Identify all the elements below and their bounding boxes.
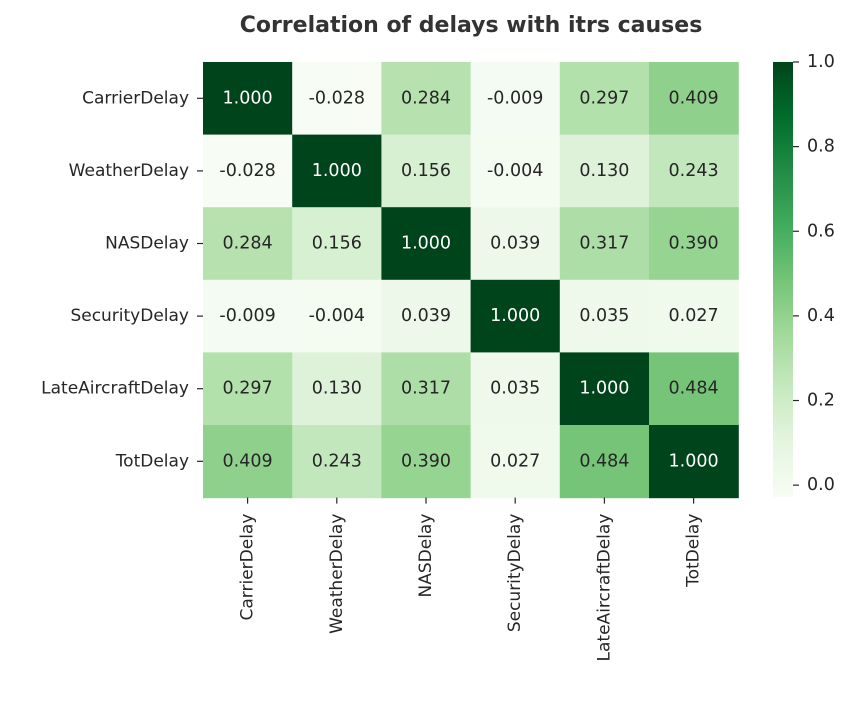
cell-value-label-r1-c0: -0.028 (219, 161, 275, 181)
cell-value-label-r5-c4: 0.484 (579, 451, 629, 471)
heatmap-cell-r4-c3 (470, 352, 561, 426)
heatmap-cell-r1-c2 (381, 134, 472, 208)
y-tick-label-3: SecurityDelay (70, 306, 189, 326)
colorbar: 0.0 0.2 0.4 0.6 0.8 1.0 (773, 52, 835, 497)
heatmap-cell-r0-c1 (292, 62, 382, 136)
cell-value-label-r1-c4: 0.130 (579, 161, 629, 181)
heatmap-cell-r2-c5 (649, 207, 739, 281)
heatmap-cell-r1-c0 (203, 134, 293, 208)
cell-value-label-r2-c1: 0.156 (312, 234, 362, 254)
x-tick-label-2: NASDelay (416, 514, 436, 598)
y-tick-label-1: WeatherDelay (69, 161, 189, 181)
cell-value-label-r0-c5: 0.409 (669, 88, 719, 108)
heatmap-cell-r5-c1 (292, 425, 382, 499)
heatmap-cell-labels: 1.000 -0.028 0.284 -0.009 0.297 0.409 -0.028 1.… (219, 88, 718, 471)
cell-value-label-r1-c5: 0.243 (669, 161, 719, 181)
cell-value-label-r0-c0: 1.000 (223, 88, 273, 108)
cell-value-label-r5-c3: 0.027 (490, 451, 540, 471)
cell-value-label-r5-c5: 1.000 (669, 451, 719, 471)
y-tick-label-0: CarrierDelay (82, 88, 189, 108)
x-tick-label-3: SecurityDelay (505, 514, 525, 633)
heatmap-cell-r4-c0 (203, 352, 293, 426)
heatmap-cell-r0-c4 (559, 62, 650, 136)
heatmap-cell-r0-c5 (649, 62, 739, 136)
cell-value-label-r1-c3: -0.004 (487, 161, 543, 181)
heatmap-cell-r4-c2 (381, 352, 472, 426)
heatmap-cell-r3-c4 (559, 279, 650, 353)
cell-value-label-r0-c3: -0.009 (487, 88, 543, 108)
heatmap-cell-r2-c3 (470, 207, 561, 281)
heatmap-cell-r0-c2 (381, 62, 472, 136)
heatmap-cell-r3-c3 (470, 279, 561, 353)
heatmap-cell-r3-c1 (292, 279, 382, 353)
heatmap-cell-r1-c3 (470, 134, 561, 208)
y-tick-label-5: TotDelay (115, 451, 189, 471)
heatmap-cell-r4-c5 (649, 352, 739, 426)
heatmap-cell-r3-c5 (649, 279, 739, 353)
heatmap-cell-r5-c3 (470, 425, 561, 499)
cell-value-label-r4-c5: 0.484 (669, 379, 719, 399)
cell-value-label-r1-c1: 1.000 (312, 161, 362, 181)
cell-value-label-r3-c1: -0.004 (309, 306, 365, 326)
colorbar-tick-label-1: 0.2 (807, 391, 835, 411)
x-axis: CarrierDelay WeatherDelay NASDelay Security… (238, 497, 704, 662)
cell-value-label-r5-c2: 0.390 (401, 451, 451, 471)
heatmap-cell-r1-c1 (292, 134, 382, 208)
heatmap-cell-r1-c4 (559, 134, 650, 208)
heatmap-cell-r2-c1 (292, 207, 382, 281)
cell-value-label-r0-c4: 0.297 (579, 88, 629, 108)
x-tick-label-5: TotDelay (684, 514, 704, 588)
heatmap-cell-r0-c3 (470, 62, 561, 136)
heatmap-cell-r2-c4 (559, 207, 650, 281)
cell-value-label-r4-c2: 0.317 (401, 379, 451, 399)
cell-value-label-r0-c1: -0.028 (309, 88, 365, 108)
y-axis: CarrierDelay WeatherDelay NASDelay Security… (41, 88, 203, 471)
heatmap-cell-r2-c0 (203, 207, 293, 281)
cell-value-label-r2-c4: 0.317 (579, 234, 629, 254)
x-tick-label-0: CarrierDelay (238, 514, 258, 621)
heatmap-cell-r1-c5 (649, 134, 739, 208)
heatmap-cell-r2-c2 (381, 207, 472, 281)
x-tick-label-4: LateAircraftDelay (594, 514, 614, 662)
heatmap-cell-r5-c4 (559, 425, 650, 499)
cell-value-label-r4-c1: 0.130 (312, 379, 362, 399)
cell-value-label-r2-c2: 1.000 (401, 234, 451, 254)
colorbar-tick-label-3: 0.6 (807, 221, 835, 241)
x-tick-label-1: WeatherDelay (327, 514, 347, 634)
heatmap-cell-r4-c4 (559, 352, 650, 426)
cell-value-label-r2-c5: 0.390 (669, 234, 719, 254)
heatmap-cell-r5-c0 (203, 425, 293, 499)
cell-value-label-r3-c3: 1.000 (490, 306, 540, 326)
heatmap-cells (203, 62, 739, 499)
chart-title: Correlation of delays with itrs causes (240, 13, 703, 38)
cell-value-label-r1-c2: 0.156 (401, 161, 451, 181)
heatmap-cell-r5-c5 (649, 425, 739, 499)
cell-value-label-r3-c0: -0.009 (219, 306, 275, 326)
cell-value-label-r4-c0: 0.297 (223, 379, 273, 399)
colorbar-tick-label-5: 1.0 (807, 52, 835, 72)
y-tick-label-4: LateAircraftDelay (41, 379, 189, 399)
heatmap-cell-r5-c2 (381, 425, 472, 499)
cell-value-label-r3-c4: 0.035 (579, 306, 629, 326)
cell-value-label-r3-c5: 0.027 (669, 306, 719, 326)
cell-value-label-r2-c0: 0.284 (223, 234, 273, 254)
colorbar-tick-label-0: 0.0 (807, 475, 835, 495)
heatmap-cell-r4-c1 (292, 352, 382, 426)
cell-value-label-r5-c0: 0.409 (223, 451, 273, 471)
cell-value-label-r2-c3: 0.039 (490, 234, 540, 254)
heatmap-cell-r0-c0 (203, 62, 293, 136)
cell-value-label-r3-c2: 0.039 (401, 306, 451, 326)
heatmap-cell-r3-c0 (203, 279, 293, 353)
cell-value-label-r4-c4: 1.000 (579, 379, 629, 399)
colorbar-tick-label-4: 0.8 (807, 137, 835, 157)
colorbar-gradient (773, 62, 793, 497)
cell-value-label-r0-c2: 0.284 (401, 88, 451, 108)
heatmap-cell-r3-c2 (381, 279, 472, 353)
cell-value-label-r4-c3: 0.035 (490, 379, 540, 399)
cell-value-label-r5-c1: 0.243 (312, 451, 362, 471)
colorbar-tick-label-2: 0.4 (807, 306, 835, 326)
y-tick-label-2: NASDelay (105, 234, 189, 254)
